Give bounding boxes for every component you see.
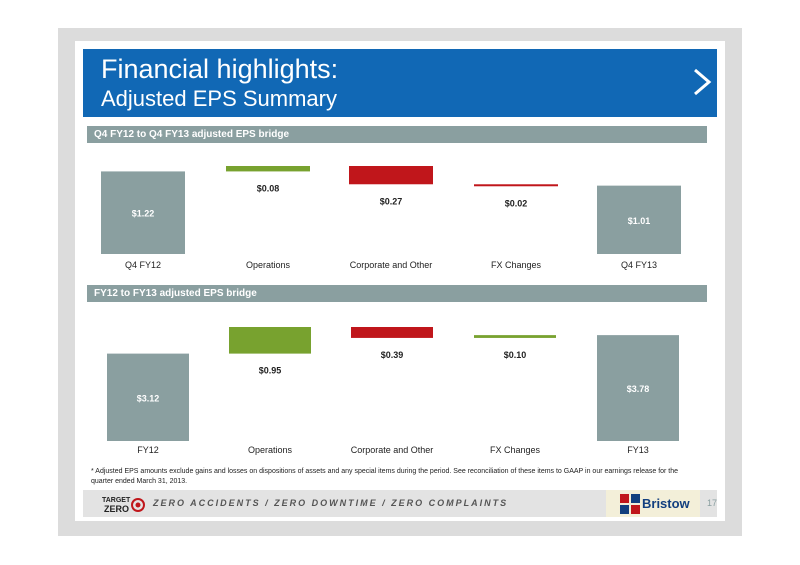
chart1-category-label-3: FX Changes — [491, 260, 542, 270]
chart2-value-label-0: $3.12 — [137, 393, 160, 403]
chart2-value-label-4: $3.78 — [627, 384, 650, 394]
chart2-bar-2 — [351, 327, 433, 338]
logo-line2: ZERO — [104, 504, 129, 514]
chart2-title: FY12 to FY13 adjusted EPS bridge — [87, 285, 707, 302]
chart2-bar-3 — [474, 335, 556, 338]
footnote: * Adjusted EPS amounts exclude gains and… — [91, 468, 679, 485]
slide-title: Financial highlights: — [101, 54, 339, 84]
chart1-value-label-2: $0.27 — [380, 196, 403, 206]
logo-line1: TARGET — [102, 497, 131, 504]
chevron-right-icon — [694, 68, 712, 96]
title-banner — [83, 49, 717, 117]
chart2-category-label-3: FX Changes — [490, 445, 541, 455]
chart2-plot: $3.12 FY12 $0.95 Operations $0.39 Corporate a… — [107, 327, 679, 455]
chart2-category-label-1: Operations — [248, 445, 293, 455]
chart2-value-label-2: $0.39 — [381, 350, 404, 360]
chart2-bar-1 — [229, 327, 311, 354]
chart1-category-label-1: Operations — [246, 260, 291, 270]
chart1-value-label-1: $0.08 — [257, 183, 280, 193]
target-zero-logo: TARGET ZERO — [102, 497, 145, 514]
chart1-bar-4 — [597, 185, 681, 254]
chart1-bar-2 — [349, 166, 433, 185]
chart1-plot: $1.22 Q4 FY12 $0.08 Operations $0.27 Corporat… — [101, 166, 681, 270]
page-number: 17 — [707, 498, 718, 508]
chart1-category-label-4: Q4 FY13 — [621, 260, 657, 270]
brand-name: Bristow — [642, 496, 690, 511]
chart1-category-label-0: Q4 FY12 — [125, 260, 161, 270]
chart2-category-label-0: FY12 — [137, 445, 159, 455]
chart1-title: Q4 FY12 to Q4 FY13 adjusted EPS bridge — [87, 126, 707, 143]
chart2-value-label-3: $0.10 — [504, 350, 527, 360]
chart2-bar-4 — [597, 335, 679, 441]
chart1-bar-3 — [474, 184, 558, 187]
chart1-value-label-3: $0.02 — [505, 198, 528, 208]
chart2-bar-0 — [107, 353, 189, 441]
footer-slogan: ZERO ACCIDENTS / ZERO DOWNTIME / ZERO CO… — [153, 498, 509, 508]
bristow-logo-icon — [620, 494, 640, 514]
chart2-value-label-1: $0.95 — [259, 366, 282, 376]
slide-subtitle: Adjusted EPS Summary — [101, 86, 337, 111]
chart2-category-label-4: FY13 — [627, 445, 649, 455]
chart1-value-label-0: $1.22 — [132, 209, 155, 219]
chart2-category-label-2: Corporate and Other — [351, 445, 434, 455]
chart1-bar-0 — [101, 171, 185, 254]
chart1-value-label-4: $1.01 — [628, 216, 651, 226]
chart1-bar-1 — [226, 166, 310, 172]
chart1-category-label-2: Corporate and Other — [350, 260, 433, 270]
